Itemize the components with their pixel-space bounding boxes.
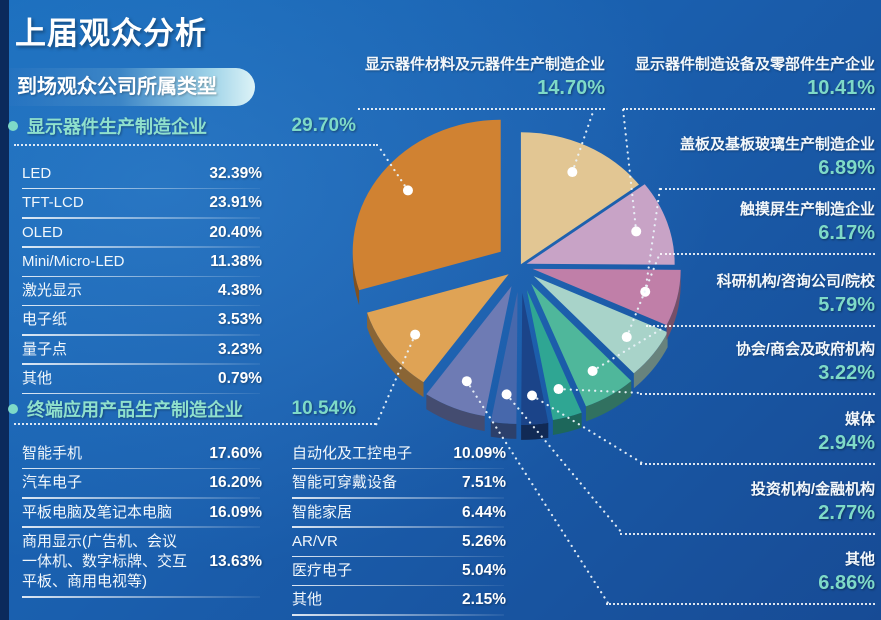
row-value: 16.20% [209,474,262,492]
row-value: 5.04% [462,562,506,580]
section-display-manufacturers: 显示器件生产制造企业 29.70% [8,113,356,139]
row-value: 17.60% [209,445,262,463]
table-row: LED 32.39% [22,160,262,190]
table-row: AR/VR 5.26% [292,528,506,558]
row-value: 3.23% [218,340,262,358]
pie-callout: 盖板及基板玻璃生产制造企业 6.89% [660,135,875,190]
row-label: 汽车电子 [22,474,83,492]
row-value: 7.51% [462,474,506,492]
callout-value: 14.70% [537,77,605,99]
table-row: 智能可穿戴设备 7.51% [292,469,506,499]
section1-dotted-rule [14,144,378,146]
row-value: 3.53% [218,311,262,329]
table-row: TFT-LCD 23.91% [22,189,262,219]
row-value: 16.09% [209,503,262,521]
table-row: 平板电脑及笔记本电脑 16.09% [22,499,262,529]
callout-label: 科研机构/咨询公司/院校 [716,273,875,290]
callout-label: 媒体 [844,411,875,428]
page-title: 上届观众分析 [15,16,207,51]
pie-callout: 其他 6.86% [606,550,875,605]
callout-value: 6.86% [818,572,875,594]
terminal-products-table-left: 智能手机 17.60% 汽车电子 16.20% 平板电脑及笔记本电脑 16.09% 商用显示… [22,440,262,598]
table-row: 电子纸 3.53% [22,306,262,336]
left-edge-bar [0,0,9,620]
pie-callout: 显示器件制造设备及零部件生产企业 10.41% [623,55,875,110]
row-value: 10.09% [453,445,506,463]
row-value: 0.79% [218,369,262,387]
callout-value: 2.77% [818,502,875,524]
table-row: 商用显示(广告机、会议一体机、数字标牌、交互平板、商用电视等) 13.63% [22,528,262,598]
row-label: Mini/Micro-LED [22,252,125,270]
pie-callout: 投资机构/金融机构 2.77% [620,480,875,535]
row-value: 32.39% [209,165,262,183]
section-value: 10.54% [291,398,356,419]
bullet-icon [8,121,18,131]
row-label: OLED [22,223,63,241]
row-value: 13.63% [209,553,262,571]
row-label: TFT-LCD [22,194,84,212]
callout-value: 6.89% [818,157,875,179]
section-terminal-products: 终端应用产品生产制造企业 10.54% [8,396,356,422]
table-row: 激光显示 4.38% [22,277,262,307]
row-label: 智能手机 [22,445,83,462]
row-label: 激光显示 [22,282,83,299]
row-value: 2.15% [462,591,506,609]
table-row: Mini/Micro-LED 11.38% [22,248,262,278]
row-value: 4.38% [218,282,262,300]
table-row: 智能家居 6.44% [292,499,506,529]
row-label: 量子点 [22,340,68,358]
section2-dotted-rule [14,423,376,425]
table-row: 医疗电子 5.04% [292,557,506,587]
callout-label: 协会/商会及政府机构 [735,341,875,358]
row-value: 23.91% [209,194,262,212]
row-label: 自动化及工控电子 [292,445,413,462]
subtitle-pill: 到场观众公司所属类型 [9,68,255,106]
callout-label: 其他 [844,551,875,568]
row-label: 商用显示(广告机、会议一体机、数字标牌、交互平板、商用电视等) [22,532,188,591]
callout-label: 投资机构/金融机构 [750,481,875,498]
table-row: 量子点 3.23% [22,336,262,366]
table-row: 自动化及工控电子 10.09% [292,440,506,470]
row-value: 11.38% [210,252,262,270]
callout-value: 2.94% [818,432,875,454]
table-row: 其他 2.15% [292,586,506,616]
callout-label: 显示器件材料及元器件生产制造企业 [364,56,605,73]
callout-label: 盖板及基板玻璃生产制造企业 [679,136,875,153]
row-label: 其他 [292,591,323,609]
row-label: 智能可穿戴设备 [292,474,398,492]
row-label: 其他 [22,369,53,387]
row-value: 20.40% [209,223,262,241]
pie-callout: 协会/商会及政府机构 3.22% [640,340,875,395]
row-label: 医疗电子 [292,562,353,579]
section-label: 终端应用产品生产制造企业 [27,400,243,420]
table-row: 汽车电子 16.20% [22,469,262,499]
pie-callout: 显示器件材料及元器件生产制造企业 14.70% [358,55,605,110]
pie-callout: 触摸屏生产制造企业 6.17% [660,200,875,255]
callout-label: 触摸屏生产制造企业 [739,201,875,218]
row-value: 6.44% [462,503,506,521]
callout-value: 5.79% [818,294,875,316]
callout-value: 10.41% [807,77,875,99]
row-label: LED [22,165,52,182]
row-label: 智能家居 [292,503,353,521]
table-row: OLED 20.40% [22,219,262,249]
table-row: 其他 0.79% [22,365,262,395]
callout-value: 3.22% [818,362,875,384]
table-row: 智能手机 17.60% [22,440,262,470]
callout-label: 显示器件制造设备及零部件生产企业 [634,56,875,73]
display-types-table: LED 32.39% TFT-LCD 23.91% OLED 20.40% Mini/Mic… [22,160,262,395]
row-label: AR/VR [292,532,338,550]
section-label: 显示器件生产制造企业 [27,117,207,137]
bullet-icon [8,404,18,414]
terminal-products-table-right: 自动化及工控电子 10.09% 智能可穿戴设备 7.51% 智能家居 6.44% AR/VR… [292,440,506,616]
pie-callout: 媒体 2.94% [640,410,875,465]
pie-callout: 科研机构/咨询公司/院校 5.79% [646,272,875,327]
row-value: 5.26% [462,532,506,550]
section-value: 29.70% [291,115,356,136]
row-label: 平板电脑及笔记本电脑 [22,503,173,521]
row-label: 电子纸 [22,311,68,329]
callout-value: 6.17% [818,222,875,244]
